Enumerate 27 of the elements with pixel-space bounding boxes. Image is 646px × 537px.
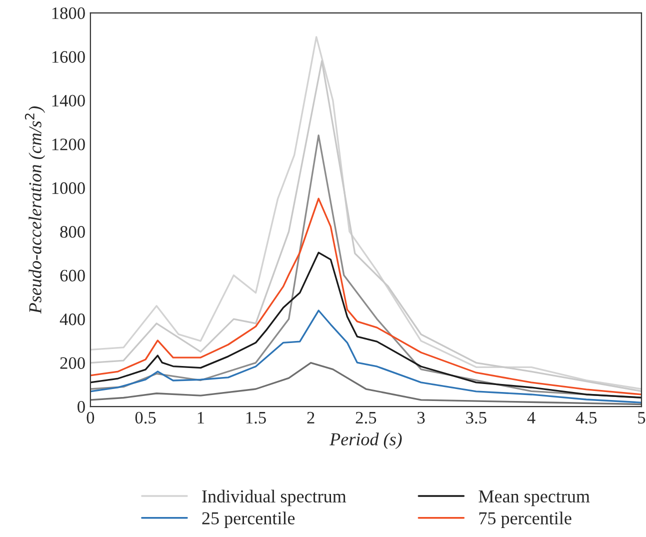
x-tick-label: 3 bbox=[418, 412, 425, 424]
x-tick-label: 0.5 bbox=[135, 412, 156, 424]
y-tick-label: 200 bbox=[60, 357, 85, 369]
x-tick-label: 2.5 bbox=[356, 412, 376, 424]
y-tick-label: 1600 bbox=[52, 51, 85, 63]
x-tick-label: 5 bbox=[638, 412, 646, 424]
x-tick-label: 4.5 bbox=[576, 412, 597, 424]
legend-label: 75 percentile bbox=[479, 512, 572, 528]
y-axis-title: Pseudo-acceleration (cm/s$^{2}$) bbox=[24, 106, 46, 314]
y-tick-label: 800 bbox=[60, 226, 85, 238]
y-tick-label: 600 bbox=[60, 270, 85, 282]
x-tick-label: 1 bbox=[198, 412, 204, 424]
y-tick-label: 400 bbox=[60, 314, 85, 326]
legend-label: Mean spectrum bbox=[478, 490, 590, 506]
legend-label: 25 percentile bbox=[202, 512, 295, 528]
legend-label: Individual spectrum bbox=[202, 490, 346, 506]
y-tick-label: 1000 bbox=[52, 182, 85, 194]
x-tick-label: 2 bbox=[307, 412, 314, 424]
x-axis-title: Period (s) bbox=[330, 432, 402, 450]
y-tick-label: 1800 bbox=[52, 7, 85, 20]
y-tick-label: 1400 bbox=[52, 94, 85, 107]
x-tick-label: 1.5 bbox=[246, 412, 266, 424]
y-tick-label: 0 bbox=[78, 400, 85, 413]
x-tick-label: 3.5 bbox=[466, 412, 486, 424]
x-tick-label: 0 bbox=[86, 412, 94, 424]
x-tick-label: 4 bbox=[527, 412, 536, 424]
y-tick-label: 1200 bbox=[52, 138, 85, 150]
